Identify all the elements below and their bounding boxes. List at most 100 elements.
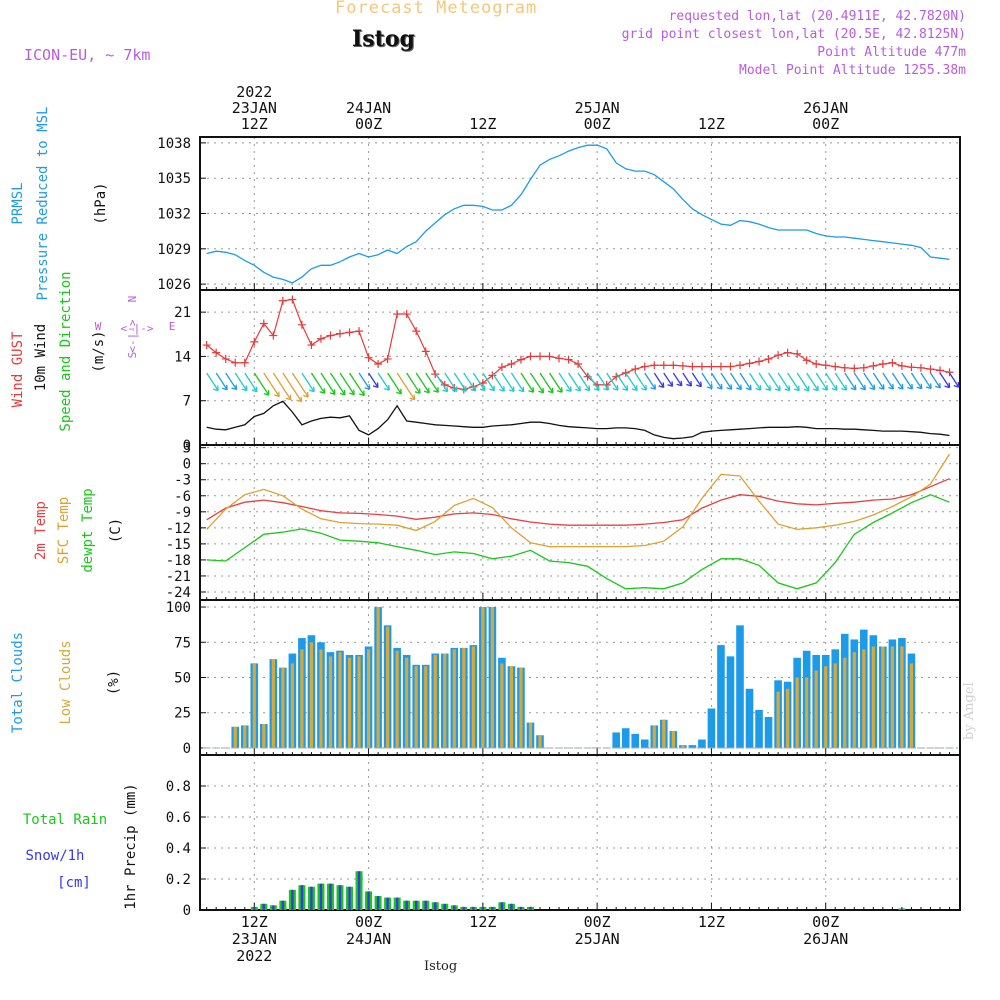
y-tick-label-wind: 7 (183, 394, 191, 410)
snow-bar (357, 871, 361, 910)
wind-arrow-head (508, 386, 515, 393)
wind-direction-arrow (491, 372, 505, 392)
y-tick-label-pressure: 1029 (157, 242, 191, 258)
gust-marker (812, 360, 821, 369)
gust-marker (736, 361, 744, 370)
wind-direction-arrow (463, 372, 477, 392)
snow-bar (253, 906, 256, 910)
low-cloud-bar (357, 656, 361, 748)
snow-bar (481, 906, 485, 910)
gust-marker (240, 358, 249, 367)
precip-legend-rain: Total Rain (23, 812, 107, 828)
wind-arrow-head (784, 385, 791, 392)
wind-arrow-head (263, 390, 270, 396)
wind-direction-arrow (453, 372, 467, 392)
wind-direction-arrow (529, 372, 544, 394)
low-cloud-bar (452, 649, 456, 748)
wind-arrow-head (888, 383, 894, 390)
snow-bar (348, 886, 351, 910)
y-tick-label-clouds: 75 (174, 635, 191, 651)
wind-arrow-head (528, 387, 535, 393)
y-tick-label-precip: 0.8 (166, 779, 191, 795)
wind-direction-arrow (301, 372, 315, 393)
wind-arrow-head (603, 385, 609, 391)
gust-marker (393, 310, 402, 319)
low-cloud-bar (824, 666, 828, 748)
y-tick-label-wind: 0 (183, 438, 191, 454)
wind-arrow-head (622, 385, 629, 391)
compass-e: E (169, 320, 176, 333)
wind-arrow-head (667, 381, 674, 387)
wind-direction-arrow (225, 372, 238, 390)
wind-arrow-head (414, 388, 421, 394)
gust-marker (555, 354, 564, 363)
wind-direction-arrow (377, 372, 390, 391)
wind-direction-arrow (396, 372, 416, 401)
top-time-label: 24JAN (346, 99, 391, 117)
low-cloud-bar (538, 735, 542, 748)
wind-direction-arrow (806, 372, 819, 391)
low-cloud-bar (386, 626, 390, 748)
wind-arrow-head (460, 386, 467, 392)
compass-n: N (126, 296, 139, 303)
total-cloud-bar (631, 733, 640, 748)
low-cloud-bar (528, 722, 533, 748)
wind-direction-arrow (387, 372, 402, 395)
wind-arrow-head (222, 384, 228, 391)
y-tick-label-precip: 0.2 (166, 872, 191, 888)
model-label: ICON-EU, ~ 7km (24, 46, 151, 64)
wind-arrow-head (308, 386, 315, 393)
compass-s: S (126, 352, 139, 359)
gust-marker (669, 361, 678, 370)
station-title: Istog (352, 26, 415, 52)
gust-marker (269, 331, 278, 340)
y-tick-label-temp: -24 (166, 585, 191, 601)
wind-arrow-head (765, 385, 772, 391)
wind-arrow-head (285, 394, 292, 401)
top-time-label: 12Z (241, 115, 268, 133)
wind-direction-arrow (872, 372, 885, 390)
wind-direction-arrow (539, 372, 554, 394)
bottom-time-label: 23JAN (232, 930, 277, 948)
total-cloud-bar (640, 739, 649, 748)
temp-unit: (C) (108, 518, 124, 543)
low-cloud-bar (833, 663, 837, 748)
gust-marker (802, 356, 811, 365)
low-cloud-bar (328, 656, 333, 748)
wind-direction-arrow (253, 372, 270, 396)
wind-direction-arrow (358, 372, 371, 390)
wind-arrow-head (641, 385, 648, 391)
wind-arrow-head (274, 391, 280, 398)
gust-marker (678, 361, 687, 370)
low-cloud-bar (262, 724, 266, 748)
snow-bar (900, 908, 904, 910)
snow-bar (310, 886, 313, 910)
pressure-label-msl: Pressure Reduced to MSL (35, 107, 51, 301)
y-tick-label-temp: -12 (166, 521, 191, 537)
wind-direction-arrow (729, 372, 742, 390)
wind-direction-arrow (748, 372, 762, 391)
snow-bar (262, 903, 266, 910)
snow-bar (453, 905, 456, 910)
gust-marker (859, 363, 868, 372)
point-altitude: Point Altitude 477m (817, 45, 966, 60)
low-cloud-bar (500, 663, 504, 748)
wind-arrow-head (409, 394, 416, 401)
bottom-time-label: 12Z (698, 913, 725, 931)
wind-arrow-head (565, 386, 572, 393)
y-tick-label-clouds: 25 (174, 706, 191, 722)
wind-arrow-head (935, 382, 941, 389)
gust-marker (545, 352, 554, 361)
gust-marker (278, 296, 287, 305)
gust-marker (412, 327, 421, 336)
wind-direction-arrow (206, 372, 219, 391)
low-cloud-bar (395, 650, 399, 748)
wind-direction-arrow (739, 372, 752, 391)
top-time-label: 00Z (812, 115, 839, 133)
y-tick-label-precip: 0.6 (166, 810, 191, 826)
wind-direction-arrow (568, 372, 581, 392)
snow-bar (338, 885, 342, 910)
wind-direction-arrow (653, 372, 665, 388)
gust-marker (374, 360, 383, 369)
y-tick-label-temp: -3 (174, 473, 191, 489)
